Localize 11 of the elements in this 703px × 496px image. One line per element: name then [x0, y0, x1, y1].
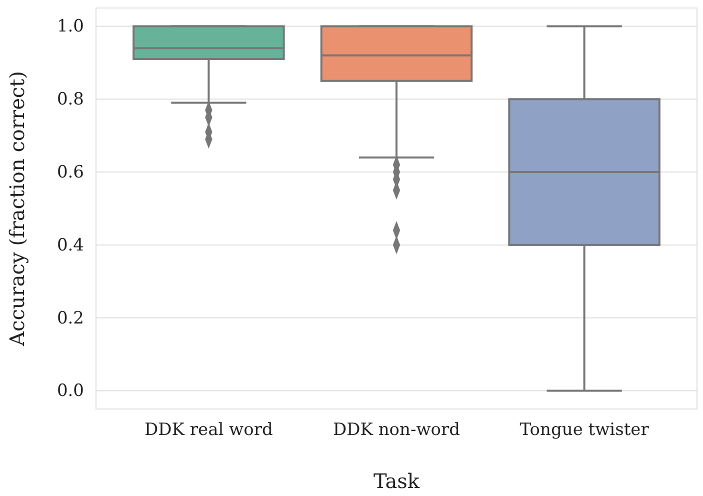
y-tick-label: 0.4 [56, 235, 84, 256]
y-tick-label: 0.0 [56, 381, 84, 402]
y-axis-title: Accuracy (fraction correct) [5, 71, 29, 347]
y-tick-label: 0.2 [56, 308, 84, 328]
y-tick-label: 0.8 [56, 90, 84, 110]
x-tick-label: Tongue twister [520, 420, 650, 440]
y-tick-label: 1.0 [56, 16, 84, 37]
x-tick-label: DDK real word [144, 420, 273, 440]
x-axis-title: Task [373, 469, 420, 493]
x-tick-label: DDK non-word [332, 420, 460, 440]
y-tick-label: 0.6 [56, 162, 84, 182]
